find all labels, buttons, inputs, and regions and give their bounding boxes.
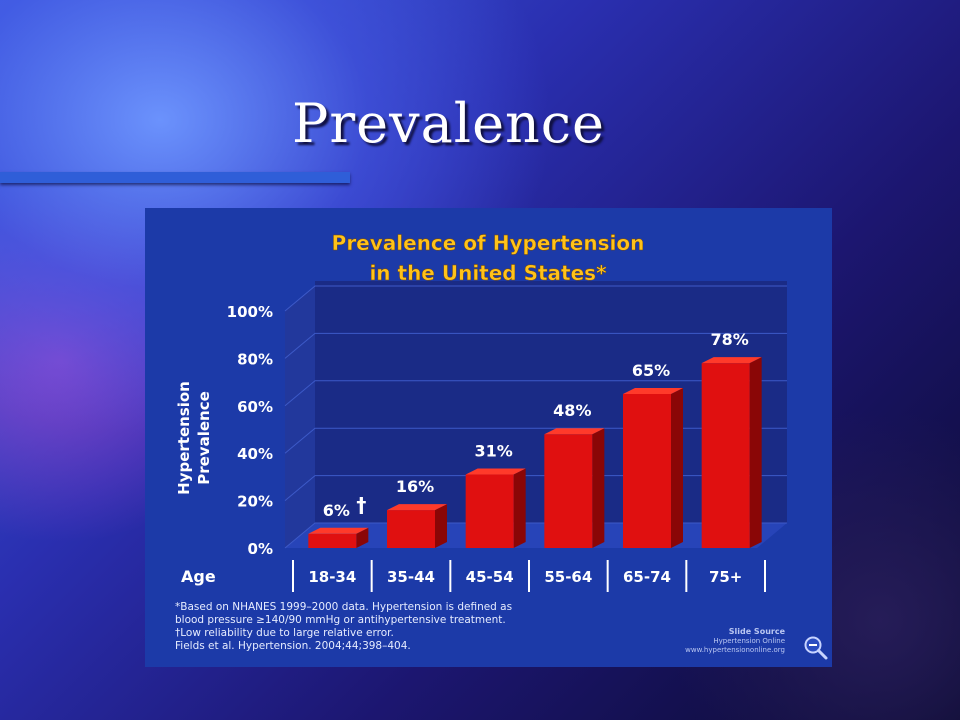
source-line: Slide Source (729, 627, 786, 636)
chart-panel: Prevalence of Hypertension in the United … (145, 208, 832, 667)
bar-side (356, 527, 369, 548)
x-tick-label: 45-54 (466, 568, 514, 586)
bar-side (671, 387, 683, 548)
y-tick-label: 40% (237, 445, 273, 463)
bar-top (465, 468, 526, 475)
y-axis-label: Prevalence (195, 391, 213, 485)
bar-side (592, 428, 605, 548)
gridline (284, 332, 787, 359)
y-tick-label: 100% (227, 303, 273, 321)
data-label: 78% (711, 330, 749, 349)
x-tick-label: 35-44 (387, 568, 435, 586)
data-label: 16% (396, 477, 434, 496)
slide-title: Prevalence (292, 92, 606, 155)
data-label: 48% (553, 401, 591, 420)
bar (544, 434, 593, 548)
bar-side (513, 468, 526, 548)
title-rule (0, 172, 350, 183)
bar-top (387, 504, 447, 511)
x-tick-label: 55-64 (544, 568, 592, 586)
y-tick-label: 0% (248, 540, 273, 558)
bar (308, 533, 357, 548)
y-tick-label: 60% (237, 398, 273, 416)
source-line: www.hypertensiononline.org (685, 646, 785, 654)
bar (701, 363, 750, 548)
footnote-line: *Based on NHANES 1999–2000 data. Hyperte… (175, 601, 512, 613)
x-tick-label: 65-74 (623, 568, 671, 586)
bar-top (308, 527, 369, 534)
bar (387, 510, 435, 548)
footnote-line: †Low reliability due to large relative e… (175, 627, 394, 639)
y-tick-label: 20% (237, 493, 273, 511)
x-tick-label: 75+ (709, 568, 742, 586)
source-line: Hypertension Online (713, 637, 785, 645)
bar-side (435, 504, 447, 548)
bar-side (749, 357, 762, 548)
bar-top (623, 387, 683, 394)
dagger-mark: † (356, 493, 366, 517)
data-label: 6% (323, 501, 350, 520)
bar-top (544, 428, 605, 435)
x-axis-label: Age (181, 567, 216, 586)
footnote-line: blood pressure ≥140/90 mmHg or antihyper… (175, 614, 506, 626)
gridline (284, 285, 787, 312)
bar-top (701, 357, 762, 364)
y-axis-label: Hypertension (175, 381, 193, 495)
y-tick-label: 80% (237, 350, 273, 368)
zoom-out-icon[interactable] (803, 635, 829, 665)
chart-title-line: Prevalence of Hypertension (332, 231, 645, 255)
bar (623, 393, 671, 548)
data-label: 31% (475, 442, 513, 461)
bar (465, 474, 514, 548)
x-tick-label: 18-34 (308, 568, 356, 586)
data-label: 65% (632, 361, 670, 380)
footnote-line: Fields et al. Hypertension. 2004;44;398–… (175, 640, 411, 652)
plot-left-wall (285, 286, 315, 548)
gridline (284, 380, 787, 407)
